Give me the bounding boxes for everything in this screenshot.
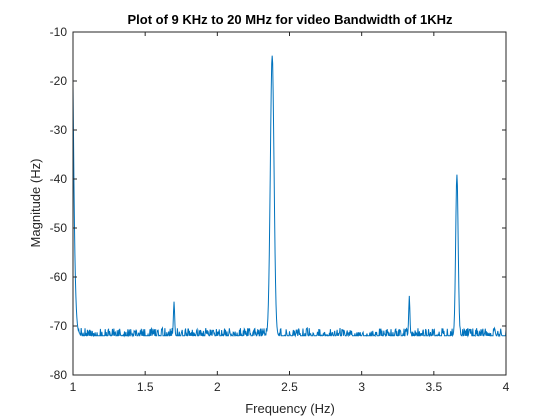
y-tick-label: -60 — [50, 270, 68, 284]
y-tick-label: -50 — [50, 221, 68, 235]
x-tick-label: 3.5 — [425, 380, 442, 394]
y-tick-label: -70 — [50, 319, 68, 333]
x-tick-label: 1.5 — [137, 380, 154, 394]
axes-box — [72, 31, 507, 376]
chart-title: Plot of 9 KHz to 20 MHz for video Bandwi… — [128, 12, 454, 27]
plot-area — [73, 32, 506, 375]
y-tick-label: -20 — [50, 74, 68, 88]
x-tick-label: 3 — [358, 380, 365, 394]
series-line — [72, 55, 507, 338]
y-tick-label: -80 — [50, 368, 68, 382]
y-tick-label: -30 — [50, 123, 68, 137]
x-tick-label: 4 — [503, 380, 510, 394]
x-axis-label: Frequency (Hz) — [245, 401, 335, 416]
y-tick-label: -10 — [50, 25, 68, 39]
x-tick-label: 1 — [70, 380, 77, 394]
series-layer — [72, 55, 507, 338]
y-tick-label: -40 — [50, 172, 68, 186]
y-axis-label: Magnitude (Hz) — [28, 159, 43, 248]
x-tick-label: 2 — [214, 380, 221, 394]
x-tick-label: 2.5 — [281, 380, 298, 394]
